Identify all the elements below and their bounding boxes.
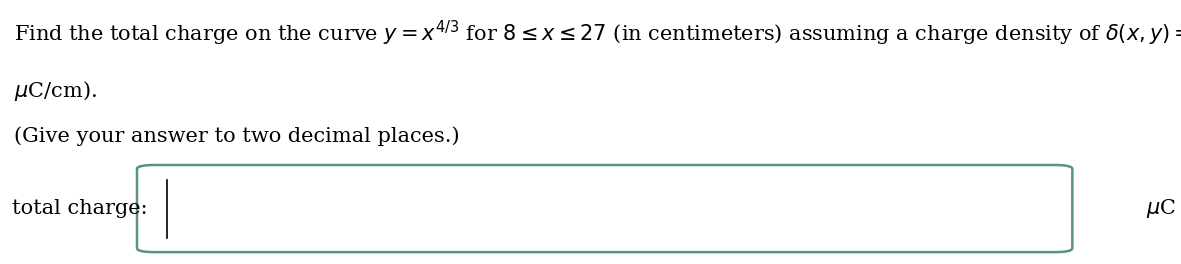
Text: Find the total charge on the curve $y = x^{4/3}$ for $8 \leq x \leq 27$ (in cent: Find the total charge on the curve $y = … bbox=[14, 18, 1181, 52]
Text: (Give your answer to two decimal places.): (Give your answer to two decimal places.… bbox=[14, 127, 459, 147]
Text: $\mu$C/cm).: $\mu$C/cm). bbox=[14, 79, 97, 103]
Text: total charge:: total charge: bbox=[12, 199, 148, 218]
Text: $\mu$C: $\mu$C bbox=[1146, 197, 1176, 220]
FancyBboxPatch shape bbox=[137, 165, 1072, 252]
